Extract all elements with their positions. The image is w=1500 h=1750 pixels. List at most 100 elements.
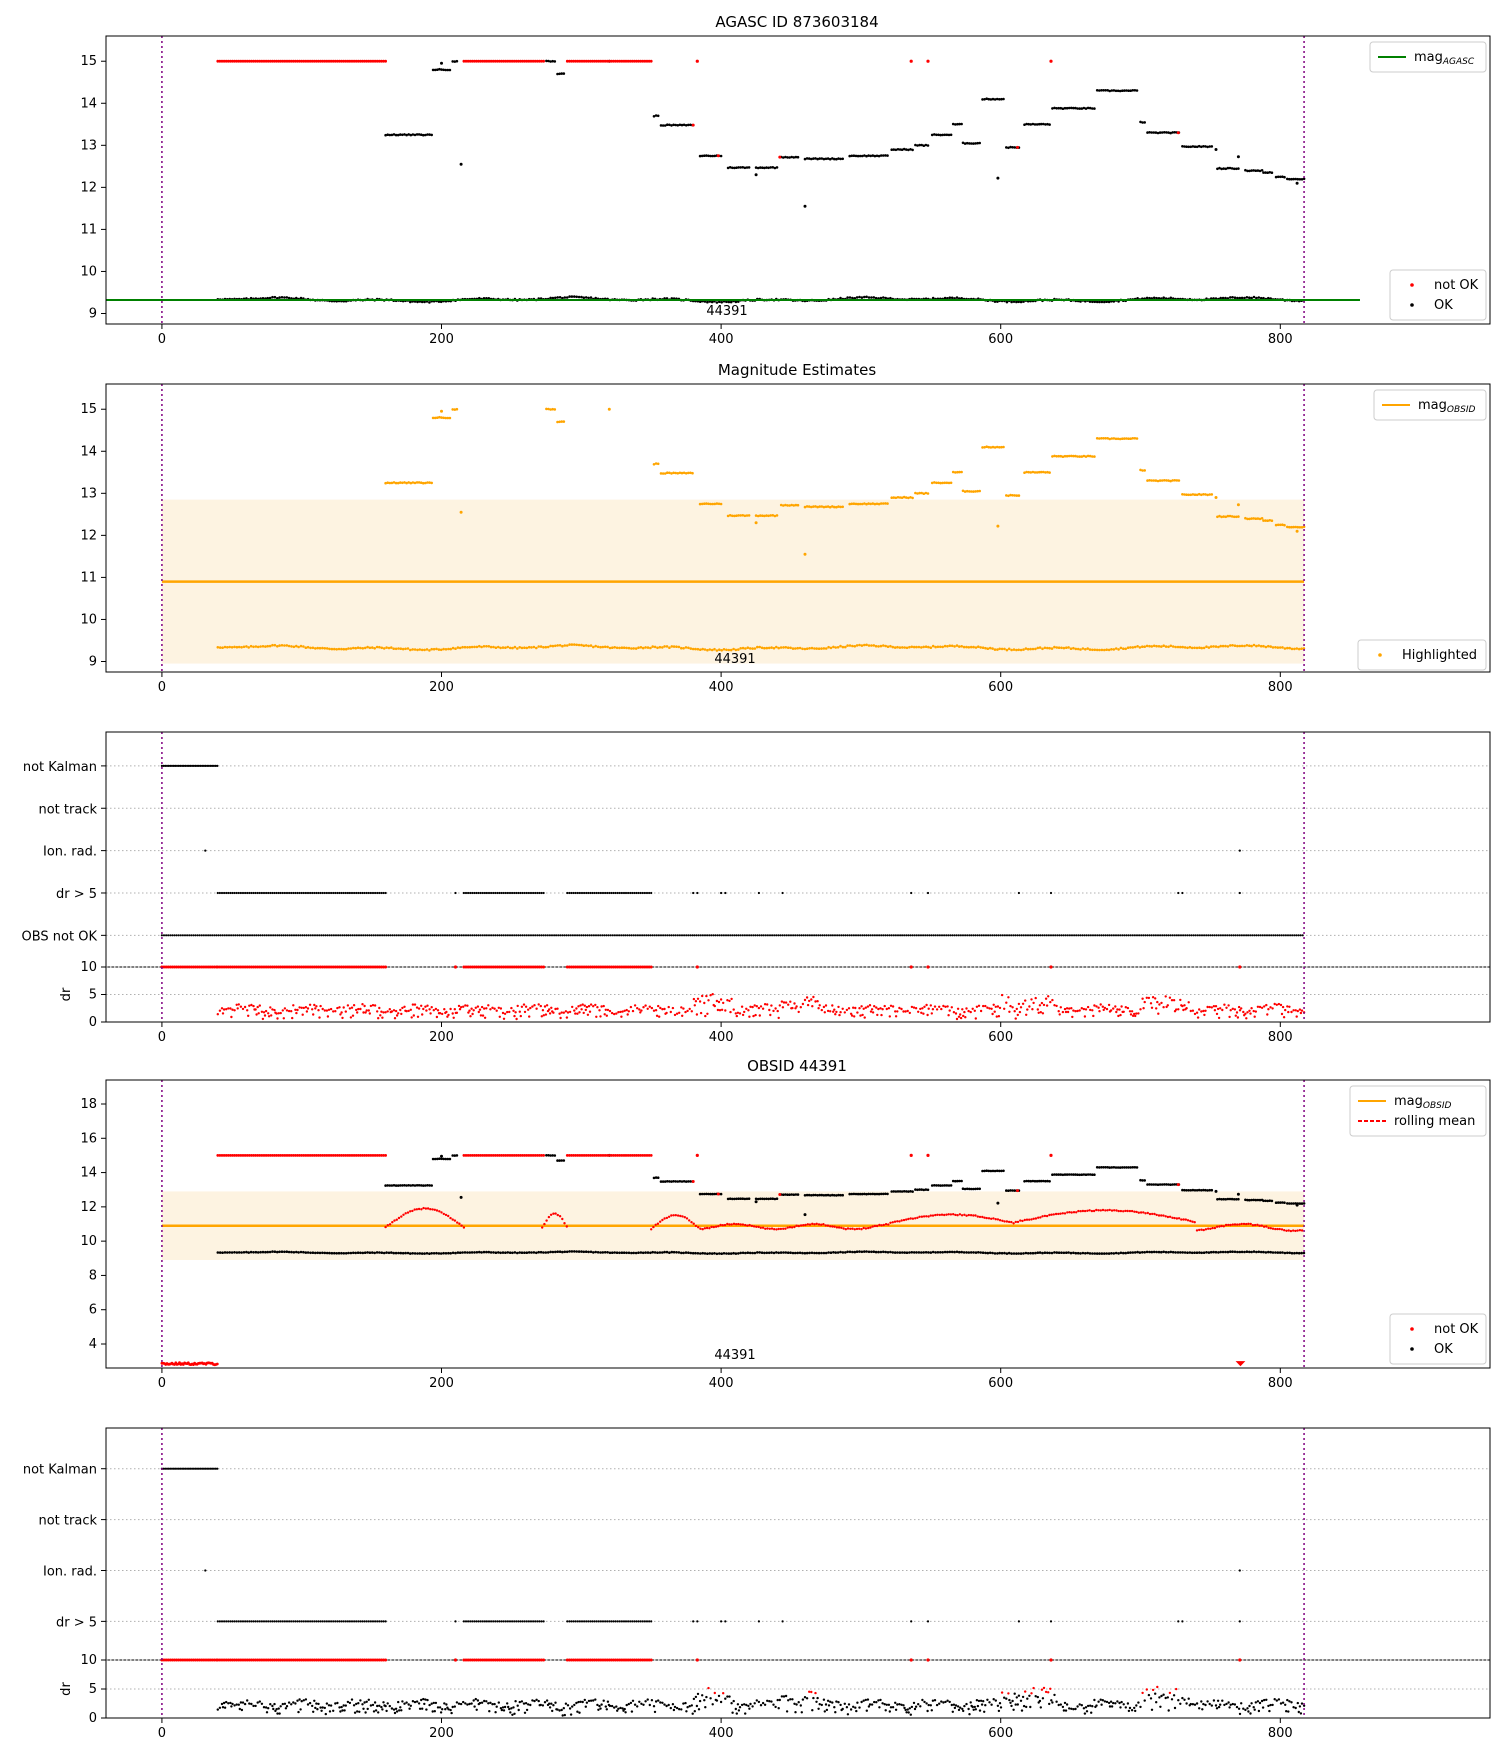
p4-rolling-2-3868 [701,1228,704,1231]
p4-rolling-2-7036 [1144,1212,1147,1215]
p3-dr-point-7975 [1275,1003,1279,1006]
p4-base-point-55 [347,1251,350,1255]
p2-seg-point-18-644 [983,446,986,449]
p1-seg-point-9-547 [763,166,766,170]
p3-dr5-0-1270 [338,891,341,895]
p4-rolling-2-5836 [976,1215,979,1218]
p4-base-point-188 [663,1250,666,1254]
p3-dr-point-b-3985 [718,1009,722,1012]
p4-base-point-64 [368,1251,372,1254]
p2-base-point-123 [508,646,512,650]
p3-dr-point-3865 [701,994,704,998]
p3-kalman-348 [209,764,212,768]
p2-base-point-183 [651,645,654,648]
p2-seg-point-6-515 [680,471,684,475]
p1-notok-point-0-836 [317,59,320,63]
p1-seg-point-27-768 [1260,169,1264,172]
p3-obsnotok-5370 [911,934,914,937]
p4-base-point-350 [1048,1251,1051,1255]
p4-base-point-253 [817,1251,821,1255]
p3-obsnotok-4425 [779,934,782,937]
p1-notok-seg-0 [691,123,695,127]
p1-notok-point-1-886 [498,59,501,63]
p3-obsnotok-660 [253,934,256,937]
p3-dr-point-2650 [531,1005,534,1008]
p2-base-point-301 [931,644,935,648]
p3-dr-top-0-75 [170,965,174,969]
p3-dr5-2-3290 [620,891,624,895]
p3-obsnotok-705 [259,934,262,937]
p1-notok-point-0-851 [348,59,352,63]
p5-dr5-0-400 [216,1620,219,1623]
p3-dr-point-445 [222,1008,226,1011]
p3-obsnotok-7350 [1188,934,1191,937]
p3-dr5-0-640 [250,891,253,895]
p3-dr-point-4405 [776,1009,779,1013]
p3-dr-point-7075 [1149,1002,1153,1005]
p2-seg-point-0-459 [386,481,390,485]
p2-base-point-47 [328,647,331,651]
p3-dr-point-7870 [1260,1006,1264,1009]
p4-base-point-377 [1112,1252,1116,1255]
p4-rolling-2-7932 [1269,1227,1273,1230]
p3-dr-point-2770 [548,1008,551,1011]
p3-dr-top-1-685 [256,965,260,969]
p4-base-point-91 [432,1252,436,1255]
p2-base-point-159 [594,644,597,648]
p3-dr-top-1-1045 [306,965,310,969]
p1-seg-point-0-474 [417,133,421,136]
p2-base-point-72 [387,646,391,650]
p3-obsnotok-3390 [634,934,637,937]
p3-obsnotok-2760 [546,934,549,937]
p4-rolling-2-5084 [871,1225,874,1228]
p4-rolling-2-4556 [797,1224,800,1228]
p3-dr-top-3-3275 [618,965,622,969]
p3-obsnotok-4395 [775,934,778,937]
p3-dr-top-1-910 [287,965,291,969]
p3-dr-point-6640 [1089,1008,1092,1012]
p3-obsnotok-6870 [1121,934,1124,937]
p3-dr-point-b-925 [291,1016,294,1020]
p3-obsnotok-8055 [1286,934,1290,937]
p4-seg-point-0-474 [417,1184,421,1187]
p3-obsnotok-5580 [940,934,944,937]
p3-dr-point-5275 [898,1006,901,1010]
p2-seg-point-11-564 [805,505,809,508]
p3-obsnotok-1905 [427,934,430,937]
p2-base-point-156 [587,644,590,648]
p4-base-point-130 [525,1251,529,1254]
p1-seg-point-26-751 [1220,167,1223,171]
p4-base-point-296 [920,1251,923,1254]
p2-base-point-130 [525,646,529,650]
p3-obsnotok-7695 [1236,934,1239,937]
p1-seg-point-28-771 [1266,171,1269,174]
p2-base-point-14 [249,644,253,648]
p3-dr-point-5905 [986,1006,989,1009]
p3-obsnotok-3660 [672,934,675,937]
p4-base-point-361 [1074,1251,1078,1255]
p1-notok-point-1-875 [475,59,478,63]
p3-dr-point-b-3880 [704,1014,707,1018]
p2-base-point-269 [855,644,859,647]
p2-seg-point-6-506 [661,472,665,475]
p3-obsnotok-1605 [385,934,388,937]
p2-seg-point-12-599 [884,502,887,505]
p3-obsnotok-3765 [687,934,690,937]
p3-dr5-0-1135 [319,891,322,895]
p1-base-point-440 [1262,296,1265,300]
p3-obsnotok-6630 [1087,934,1090,937]
p1-seg-point-22-698 [1102,89,1105,92]
p4-base-point-142 [554,1250,557,1254]
p1-notok-point-1-870 [464,59,468,63]
p3-dr-point-b-3805 [693,1004,696,1007]
p1-notok-point-2-926 [603,59,607,63]
p3-dr5-1-2385 [494,891,497,895]
p1-seg-point-28-769 [1262,171,1265,174]
p4-rolling-0-1808 [413,1208,416,1211]
p4-base-point-299 [927,1251,930,1254]
p2-bottom-legend-marker-0 [1378,653,1382,657]
p3-dr-top-2-2550 [516,965,520,969]
p2-seg-point-27-760 [1244,516,1247,520]
p3-dr-point-1690 [397,1012,400,1015]
p2-seg-point-17-639 [972,490,975,493]
